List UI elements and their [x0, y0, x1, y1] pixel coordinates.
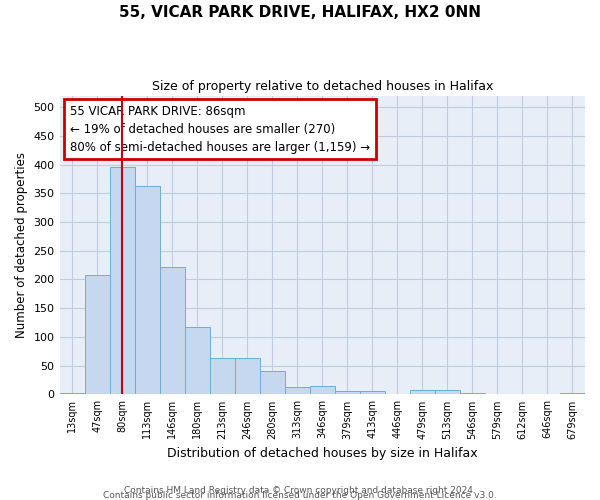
Bar: [59, 392, 85, 394]
Bar: [335, 391, 360, 394]
Bar: [134, 186, 160, 394]
Bar: [285, 387, 310, 394]
Text: 55, VICAR PARK DRIVE, HALIFAX, HX2 0NN: 55, VICAR PARK DRIVE, HALIFAX, HX2 0NN: [119, 5, 481, 20]
Bar: [160, 267, 185, 394]
X-axis label: Distribution of detached houses by size in Halifax: Distribution of detached houses by size …: [167, 447, 478, 460]
Bar: [235, 358, 260, 395]
Bar: [310, 386, 335, 394]
Text: Contains HM Land Registry data © Crown copyright and database right 2024.: Contains HM Land Registry data © Crown c…: [124, 486, 476, 495]
Title: Size of property relative to detached houses in Halifax: Size of property relative to detached ho…: [152, 80, 493, 93]
Bar: [560, 392, 585, 394]
Bar: [85, 276, 110, 394]
Bar: [209, 358, 235, 395]
Y-axis label: Number of detached properties: Number of detached properties: [15, 152, 28, 338]
Text: Contains public sector information licensed under the Open Government Licence v3: Contains public sector information licen…: [103, 491, 497, 500]
Bar: [185, 326, 209, 394]
Bar: [435, 390, 460, 394]
Bar: [110, 168, 134, 394]
Bar: [460, 392, 485, 394]
Text: 55 VICAR PARK DRIVE: 86sqm
← 19% of detached houses are smaller (270)
80% of sem: 55 VICAR PARK DRIVE: 86sqm ← 19% of deta…: [70, 104, 370, 154]
Bar: [360, 391, 385, 394]
Bar: [260, 372, 285, 394]
Bar: [410, 390, 435, 394]
